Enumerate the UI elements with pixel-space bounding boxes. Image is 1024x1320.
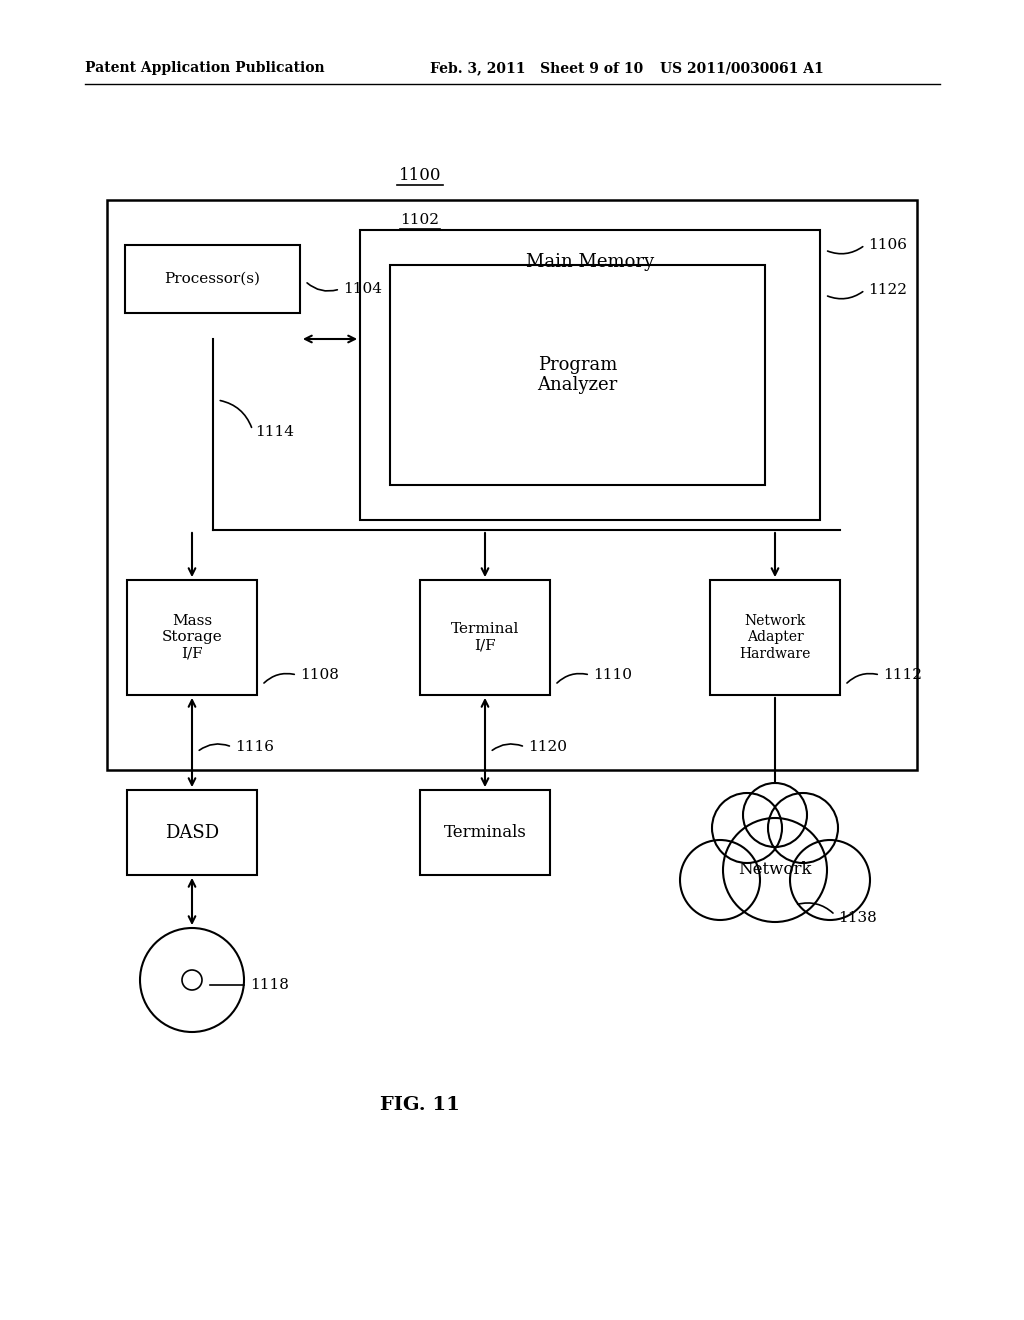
Text: FIG. 11: FIG. 11	[380, 1096, 460, 1114]
Text: 1110: 1110	[593, 668, 632, 682]
Bar	[390, 265, 765, 484]
Text: DASD: DASD	[165, 824, 219, 842]
FancyArrowPatch shape	[307, 282, 337, 290]
Text: 1120: 1120	[528, 741, 567, 754]
Text: 1122: 1122	[868, 282, 907, 297]
Text: Network: Network	[738, 862, 812, 879]
FancyArrowPatch shape	[827, 247, 863, 253]
Circle shape	[723, 818, 827, 921]
Text: 1100: 1100	[398, 166, 441, 183]
Text: Network
Adapter
Hardware: Network Adapter Hardware	[739, 614, 811, 661]
Text: Patent Application Publication: Patent Application Publication	[85, 61, 325, 75]
Text: Terminal
I/F: Terminal I/F	[451, 623, 519, 652]
Circle shape	[790, 840, 870, 920]
Text: Main Memory: Main Memory	[526, 253, 654, 271]
Bar	[127, 579, 257, 696]
FancyArrowPatch shape	[798, 903, 833, 913]
Text: Feb. 3, 2011   Sheet 9 of 10: Feb. 3, 2011 Sheet 9 of 10	[430, 61, 643, 75]
Text: Processor(s): Processor(s)	[165, 272, 260, 286]
Bar	[125, 246, 300, 313]
Text: Terminals: Terminals	[443, 824, 526, 841]
Circle shape	[712, 793, 782, 863]
Text: 1114: 1114	[256, 425, 295, 440]
Circle shape	[680, 840, 760, 920]
Text: 1102: 1102	[400, 213, 439, 227]
FancyArrowPatch shape	[264, 673, 294, 682]
FancyArrowPatch shape	[200, 744, 229, 750]
Circle shape	[768, 793, 838, 863]
FancyArrowPatch shape	[827, 292, 863, 298]
Text: Mass
Storage
I/F: Mass Storage I/F	[162, 614, 222, 661]
Text: 1108: 1108	[300, 668, 339, 682]
Bar	[420, 579, 550, 696]
FancyArrowPatch shape	[220, 400, 252, 428]
Text: 1104: 1104	[343, 282, 382, 296]
Bar	[710, 579, 840, 696]
Text: 1118: 1118	[250, 978, 289, 993]
Bar	[106, 201, 918, 770]
Text: Program
Analyzer: Program Analyzer	[538, 355, 617, 395]
Bar	[420, 789, 550, 875]
Bar	[360, 230, 820, 520]
Circle shape	[182, 970, 202, 990]
Circle shape	[743, 783, 807, 847]
Bar	[127, 789, 257, 875]
FancyArrowPatch shape	[847, 673, 878, 682]
Text: US 2011/0030061 A1: US 2011/0030061 A1	[660, 61, 823, 75]
FancyArrowPatch shape	[557, 673, 588, 682]
Text: 1138: 1138	[838, 911, 877, 925]
FancyArrowPatch shape	[493, 744, 522, 750]
Text: 1106: 1106	[868, 238, 907, 252]
Circle shape	[140, 928, 244, 1032]
Text: 1116: 1116	[234, 741, 274, 754]
Text: 1112: 1112	[883, 668, 922, 682]
